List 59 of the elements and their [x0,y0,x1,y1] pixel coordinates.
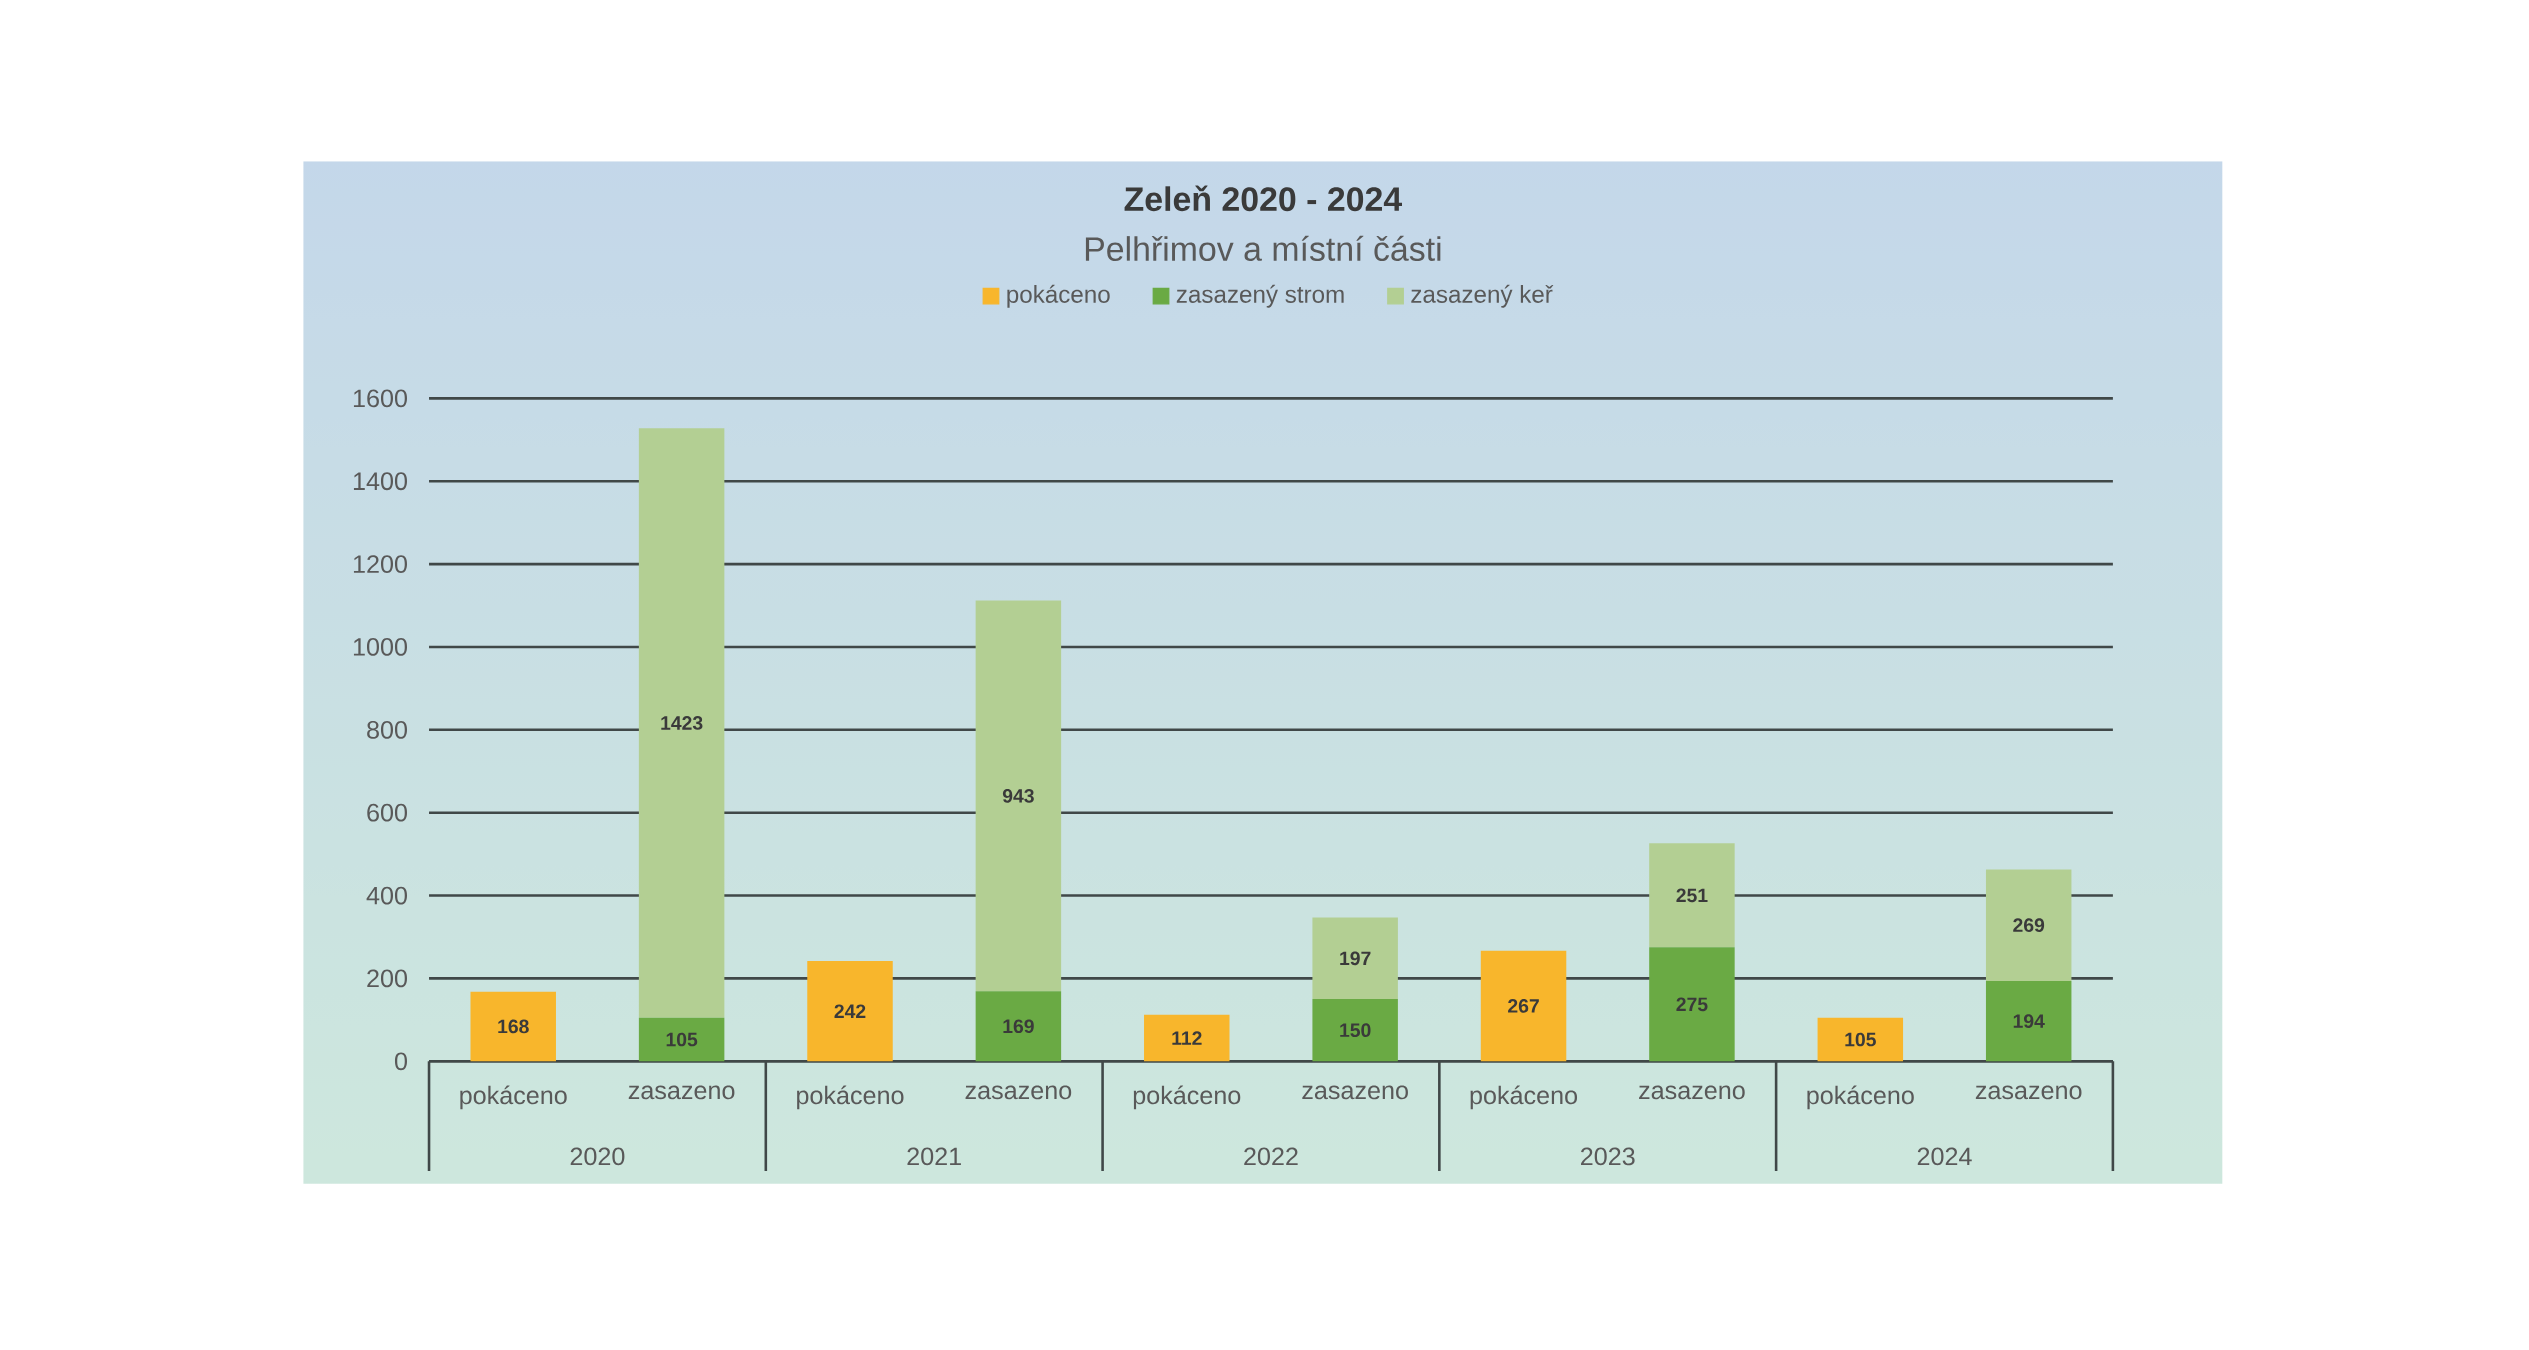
x-tick-label: pokáceno [1133,1085,1241,1110]
bar [1144,1014,1230,1062]
data-label: 943 [1002,789,1034,803]
y-tick-label: 1000 [353,638,408,656]
data-label: 105 [666,1032,698,1047]
data-label: 112 [1172,1031,1202,1045]
y-tick-label: 1400 [353,472,408,491]
text: 2020 [570,1147,625,1166]
data-label: 275 [1676,997,1708,1012]
data-label: 169 [1003,1019,1034,1034]
bar [1480,950,1567,1062]
y-tick-label: 1200 [353,555,408,574]
bar [807,961,893,1062]
data-label: 267 [1508,999,1539,1013]
bar [1817,1017,1904,1062]
bar [1649,843,1735,948]
data-label: 1423 [661,716,703,730]
y-tick-label: 1600 [353,389,408,408]
bar [975,600,1062,992]
x-tick-label: pokáceno [1470,1085,1578,1110]
data-label: 197 [1340,951,1371,966]
data-label: 168 [498,1019,529,1034]
data-label: 194 [2013,1014,2045,1028]
data-label: 105 [1845,1032,1876,1047]
bar [470,991,556,1062]
bar [1985,980,2072,1062]
x-tick-label: zasazeno [965,1085,1072,1100]
x-tick-label: pokáceno [797,1085,904,1110]
bar [1312,999,1398,1062]
bar [1312,917,1398,1000]
text: 2022 [1244,1147,1298,1166]
x-tick-label: zasazeno [628,1085,735,1100]
y-tick-label: 800 [367,720,408,739]
y-tick-label: 0 [394,1052,408,1071]
chart-subtitle: Pelhřimov a místní části [1085,235,1441,262]
y-tick-label: 200 [367,969,408,988]
legend-label: zasazený keř [1411,284,1554,308]
bar [638,428,725,1018]
y-tick-label: 400 [366,886,408,905]
bar [1985,869,2072,981]
data-label: 269 [2013,918,2045,933]
text: 2024 [1917,1147,1972,1166]
x-tick-label: pokáceno [1807,1085,1914,1110]
legend-label: zasazený strom [1176,284,1344,308]
x-tick-label: pokáceno [460,1085,567,1110]
x-tick-label: zasazeno [1975,1085,2082,1100]
legend-label: pokáceno [1007,284,1110,308]
y-tick-label: 600 [367,803,408,822]
x-tick-label: zasazeno [1639,1085,1745,1100]
data-label: 150 [1340,1023,1371,1038]
bar [1649,947,1735,1062]
chart-title: Zeleň 2020 - 2024 [1124,185,1402,212]
bar [975,991,1062,1062]
bar [638,1017,725,1062]
x-tick-label: zasazeno [1302,1085,1408,1100]
data-label: 251 [1676,888,1708,903]
text: 2023 [1581,1147,1635,1166]
text: 2021 [907,1147,961,1166]
data-label: 242 [834,1004,866,1018]
